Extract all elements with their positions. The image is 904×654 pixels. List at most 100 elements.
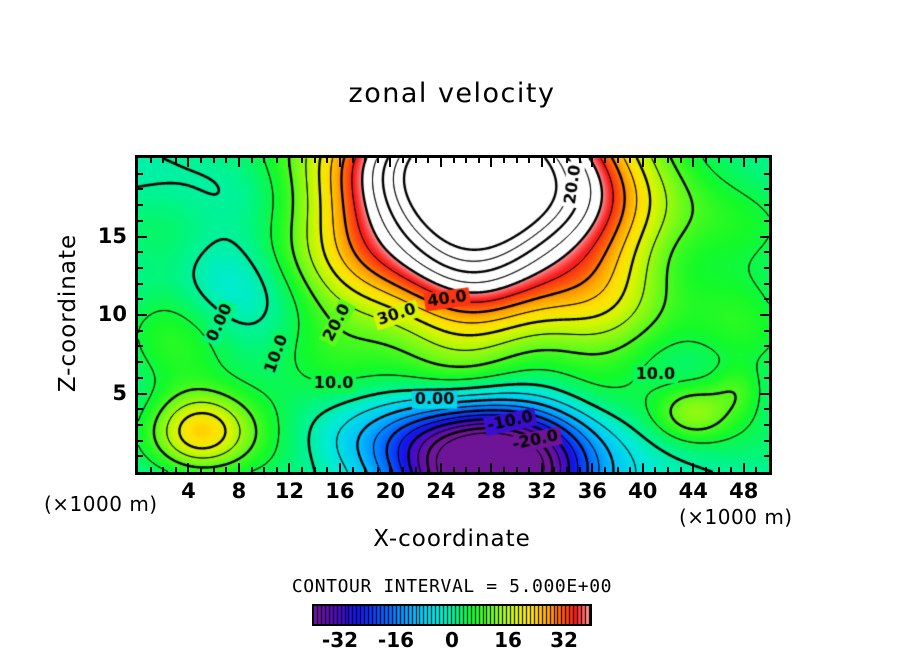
x-tick-label: 4 xyxy=(181,479,196,503)
x-tick xyxy=(288,463,291,472)
x-tick-top xyxy=(490,158,493,167)
x-tick-top xyxy=(149,158,152,163)
y-tick xyxy=(138,282,143,285)
x-tick xyxy=(629,467,632,472)
y-tick xyxy=(138,235,147,238)
x-tick-top xyxy=(427,158,430,163)
y-tick-right xyxy=(764,188,769,191)
y-tick-right xyxy=(764,345,769,348)
x-tick-top xyxy=(389,158,392,167)
colorbar xyxy=(312,604,592,626)
x-tick-top xyxy=(237,158,240,167)
x-tick xyxy=(402,467,405,472)
colorbar-gradient xyxy=(314,606,590,624)
x-tick-top xyxy=(742,158,745,167)
y-tick xyxy=(138,219,143,222)
y-tick-right xyxy=(760,314,769,316)
x-tick-top xyxy=(200,158,203,163)
x-tick-top xyxy=(755,158,758,163)
x-tick-top xyxy=(187,158,190,167)
colorbar-tick-label: -16 xyxy=(377,628,415,652)
x-tick-top xyxy=(654,158,657,163)
x-tick-top xyxy=(528,158,531,163)
x-tick xyxy=(528,467,531,472)
y-tick-right xyxy=(764,408,769,411)
y-tick-right xyxy=(764,219,769,222)
x-tick xyxy=(250,467,253,472)
x-tick xyxy=(313,467,316,472)
x-tick xyxy=(742,463,745,472)
x-tick xyxy=(351,467,354,472)
x-tick-top xyxy=(364,158,367,163)
x-tick-top xyxy=(566,158,569,163)
colorbar-tick-label: 32 xyxy=(550,628,578,652)
x-tick-top xyxy=(578,158,581,163)
x-tick-top xyxy=(402,158,405,163)
x-tick-top xyxy=(730,158,733,163)
x-axis-label: X-coordinate xyxy=(373,526,531,552)
colorbar-tick-label: 16 xyxy=(494,628,522,652)
y-tick-right xyxy=(764,266,769,269)
y-tick-label: 15 xyxy=(97,223,127,248)
x-tick-label: 40 xyxy=(628,479,658,503)
x-tick-top xyxy=(212,158,215,163)
x-tick xyxy=(465,467,468,472)
x-tick xyxy=(553,467,556,472)
x-tick xyxy=(452,467,455,472)
y-tick xyxy=(138,376,143,379)
colorbar-tick-label: -32 xyxy=(321,628,359,652)
x-tick xyxy=(439,463,442,472)
y-tick-right xyxy=(764,172,769,175)
page-title: zonal velocity xyxy=(348,78,556,109)
x-tick xyxy=(149,467,152,472)
x-tick xyxy=(717,467,720,472)
x-tick xyxy=(679,467,682,472)
y-tick-label: 5 xyxy=(112,380,127,405)
y-tick-right xyxy=(764,423,769,426)
x-tick-label: 36 xyxy=(577,479,607,503)
x-tick xyxy=(187,463,190,472)
y-tick xyxy=(138,329,143,332)
x-tick xyxy=(326,467,329,472)
x-tick-top xyxy=(414,158,417,163)
x-tick xyxy=(376,467,379,472)
x-tick-top xyxy=(667,158,670,163)
x-tick xyxy=(578,467,581,472)
y-tick-right xyxy=(764,251,769,254)
y-tick-right xyxy=(764,298,769,301)
y-tick-right xyxy=(764,329,769,332)
x-tick xyxy=(641,463,644,472)
y-tick-right xyxy=(760,235,769,238)
x-tick xyxy=(515,467,518,472)
x-tick xyxy=(174,467,177,472)
x-tick xyxy=(225,467,228,472)
x-tick xyxy=(490,463,493,472)
y-axis-label: Z-coordinate xyxy=(55,233,81,393)
contour-interval-caption: CONTOUR INTERVAL = 5.000E+00 xyxy=(291,576,613,597)
x-tick-label: 28 xyxy=(476,479,506,503)
x-tick-top xyxy=(439,158,442,167)
x-tick-top xyxy=(641,158,644,167)
x-tick-label: 12 xyxy=(274,479,305,503)
x-tick xyxy=(162,467,165,472)
x-tick xyxy=(427,467,430,472)
x-tick-top xyxy=(301,158,304,163)
y-tick xyxy=(138,251,143,254)
x-tick xyxy=(502,467,505,472)
y-tick-right xyxy=(760,392,769,395)
y-tick-right xyxy=(764,282,769,285)
x-tick-label: 16 xyxy=(325,479,355,503)
x-tick-top xyxy=(616,158,619,163)
colorbar-tick-label: 0 xyxy=(445,628,459,652)
x-tick-label: 8 xyxy=(231,479,247,503)
x-tick-top xyxy=(502,158,505,163)
x-tick-label: 20 xyxy=(375,479,405,503)
x-tick xyxy=(591,463,594,472)
y-tick-right xyxy=(764,376,769,379)
x-tick-top xyxy=(591,158,594,167)
y-tick-right xyxy=(764,455,769,458)
x-tick-top xyxy=(629,158,632,163)
x-tick xyxy=(603,467,606,472)
x-unit-right: (×1000 m) xyxy=(679,505,793,529)
x-tick xyxy=(667,467,670,472)
